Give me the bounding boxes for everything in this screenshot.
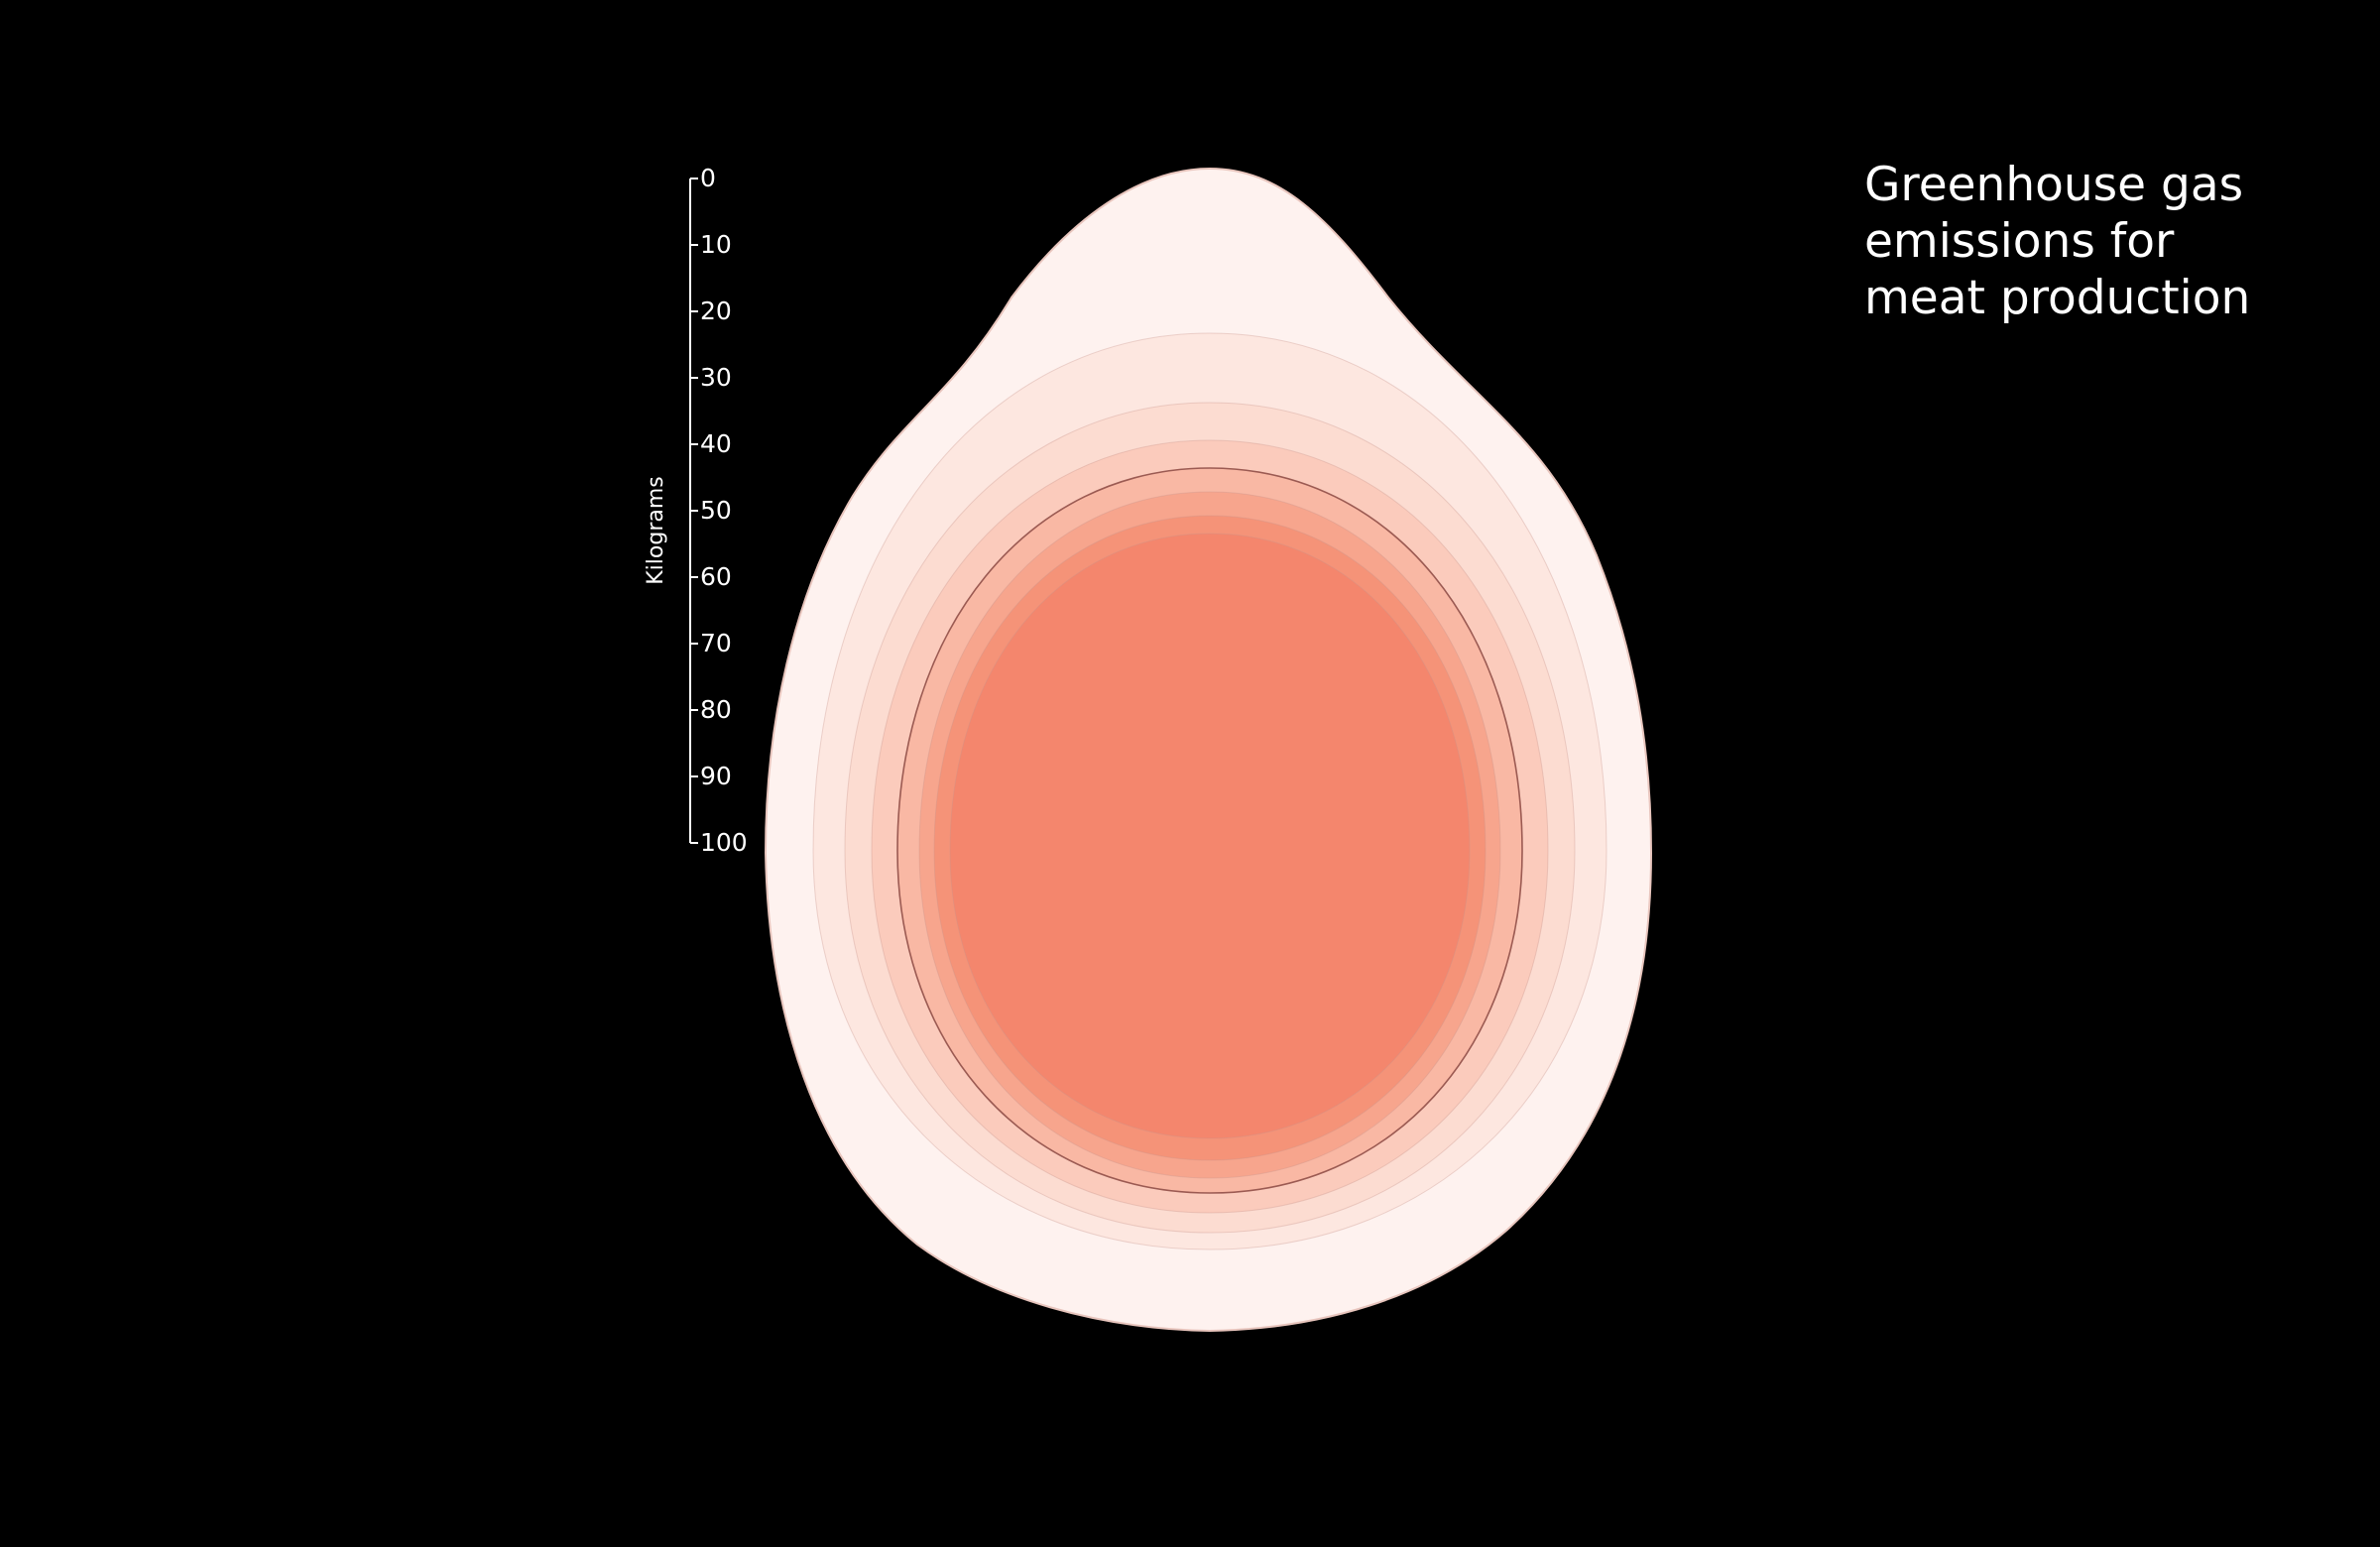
y-tick-label: 90 (700, 762, 732, 790)
chart-title: Greenhouse gas emissions for meat produc… (1864, 157, 2301, 326)
chart-title-line: meat production (1864, 271, 2251, 325)
y-tick-label: 60 (700, 562, 732, 591)
y-tick-label: 50 (700, 496, 732, 525)
y-axis-label: Kilograms (644, 476, 668, 585)
y-tick-label: 20 (700, 297, 732, 325)
y-tick-label: 0 (700, 164, 716, 192)
y-tick-label: 30 (700, 363, 732, 392)
y-tick-label: 40 (700, 429, 732, 458)
y-tick-label: 70 (700, 629, 732, 657)
y-tick-label: 100 (700, 828, 748, 857)
chart-title-line: Greenhouse gas (1864, 158, 2244, 212)
y-tick-label: 80 (700, 695, 732, 724)
contour-level (949, 533, 1471, 1139)
y-axis: Kilograms 0 10 20 30 40 50 60 70 80 90 100 (644, 164, 748, 857)
y-tick-label: 10 (700, 230, 732, 259)
chart-title-line: emissions for (1864, 214, 2175, 269)
contour-levels (764, 167, 1653, 1333)
